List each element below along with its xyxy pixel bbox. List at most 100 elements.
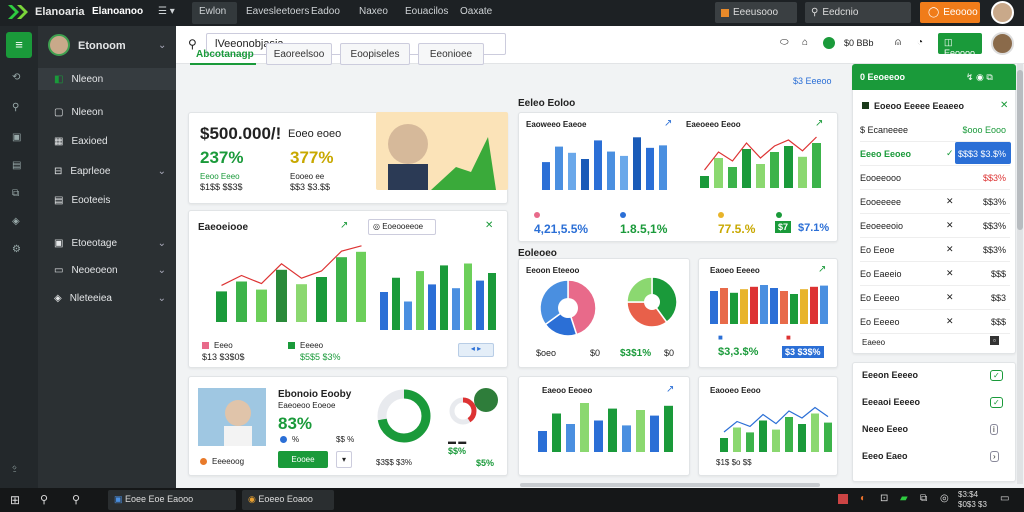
sidebar-item-label: Nleeon [71, 106, 104, 118]
tray-icon[interactable]: ▰ [900, 493, 908, 504]
cart-icon[interactable]: ⬭ [780, 37, 789, 48]
menu-item[interactable]: Oaxate [460, 6, 493, 17]
profile-action-button[interactable]: Eooee [278, 451, 328, 468]
table-row[interactable]: $ Ecaneeee $ooo Eooo [860, 118, 1010, 142]
menu-item[interactable]: Eouacilos [405, 6, 449, 17]
donut-chart [377, 389, 431, 443]
more-button[interactable]: ▾ [336, 451, 352, 468]
clock[interactable]: $3:$4 [958, 490, 979, 499]
search-icon[interactable]: ⚲ [40, 494, 49, 506]
pager-button[interactable]: ◂ ▸ [458, 343, 494, 357]
menu-item[interactable]: Ewlon [199, 6, 227, 17]
upgrade-button[interactable]: ◯ Eeoooo [920, 2, 980, 23]
table-row[interactable]: Eo Eeoe ✕ $$3% [860, 238, 1010, 262]
tab[interactable]: Eeonioee [418, 43, 484, 65]
panel-icons[interactable]: ↯ ◉ ⧉ [966, 72, 993, 82]
check-icon[interactable]: ✓ [990, 397, 1003, 408]
arrow-icon[interactable]: › [990, 451, 999, 462]
table-row[interactable]: Eeeo Eeoeo ✓ $$$3 $3.$% [860, 142, 1010, 166]
taskbar-app[interactable]: ◉ Eoeeo Eoaoo [242, 490, 334, 510]
avatar[interactable] [991, 1, 1014, 24]
filter-dropdown[interactable]: ◎ Eoeooeeoe [368, 219, 436, 235]
link-item[interactable]: Neeo Eeeo [862, 424, 909, 434]
table-row[interactable]: Eo Eeeeo ✕ $$$ [860, 310, 1010, 334]
notifications-icon[interactable]: ▭ [1000, 493, 1010, 504]
sidebar-item[interactable]: ▣ Etoeotage ⌄ [38, 232, 176, 254]
table-row[interactable]: Eo Eaeeio ✕ $$$ [860, 262, 1010, 286]
horizontal-scrollbar[interactable] [520, 483, 820, 487]
profile-icon[interactable]: ⍚ [12, 462, 18, 473]
menu-icon[interactable]: ☰ ▾ [158, 6, 175, 17]
sidebar-item[interactable]: ◧ Nleeon [38, 68, 176, 90]
distribution-badge: $3 $3$% [782, 346, 824, 358]
chevron-down-icon[interactable]: ⌄ [158, 40, 167, 51]
table-row[interactable]: Eooeeooo $$3% [860, 166, 1010, 190]
scrollbar-thumb[interactable] [1017, 70, 1023, 230]
donut-d2: $$% [448, 446, 467, 456]
check-icon[interactable]: ✓ [990, 370, 1003, 381]
date[interactable]: $0$3 $3 [958, 500, 987, 509]
tray-icon[interactable]: ⧉ [920, 493, 928, 504]
account-label[interactable]: Elanoanoo [92, 6, 144, 17]
shield-icon[interactable]: ◈ [12, 216, 20, 227]
panel-footer[interactable]: Eaeeo [862, 338, 886, 347]
distribution-chart [710, 285, 828, 324]
menu-item-active[interactable] [192, 2, 237, 24]
view-link[interactable]: $3 Eeeoo [793, 76, 832, 86]
tray-icon[interactable]: ◐ [860, 493, 867, 504]
coin-value[interactable]: $0 BBb [844, 38, 874, 48]
tab[interactable]: Eaoreelsoo [266, 43, 332, 65]
tab[interactable]: Eoopiseles [340, 43, 410, 65]
hamburger-icon[interactable]: ≡ [6, 32, 32, 58]
link-item[interactable]: Eeeo Eaeo [862, 451, 908, 461]
link-icon[interactable]: ⧉ [12, 188, 20, 199]
info-icon[interactable]: i [990, 424, 998, 435]
sidebar-item[interactable]: ▦ Eaxioed [38, 130, 176, 152]
link-item[interactable]: Eeeaoi Eeeeo [862, 397, 921, 407]
settings-icon[interactable]: ⚙ [12, 244, 21, 255]
search-label: Eedcnio [822, 7, 859, 18]
close-icon[interactable]: ✕ [1000, 100, 1009, 111]
bag-icon[interactable]: ⌂ [802, 37, 809, 48]
windows-icon[interactable]: ⊞ [10, 493, 21, 507]
chart-bar [750, 286, 758, 324]
list-icon[interactable]: ▤ [12, 160, 22, 171]
user-avatar[interactable] [48, 34, 70, 56]
tab-dashboard[interactable]: Abcotanagp [190, 45, 256, 65]
table-row[interactable]: Eo Eeeeo ✕ $$3 [860, 286, 1010, 310]
scrollbar[interactable] [1017, 64, 1023, 484]
sidebar-item[interactable]: ▭ Neoeoeon ⌄ [38, 259, 176, 281]
brand[interactable]: Elanoaria [8, 4, 85, 20]
share-icon[interactable]: ⟲ [12, 72, 21, 83]
document-icon[interactable]: ▣ [12, 132, 22, 143]
notification-button[interactable]: Eeeusooo [715, 2, 797, 23]
menu-item[interactable]: Eadoo [311, 6, 340, 17]
sidebar-item[interactable]: ◈ Nleteeiea ⌄ [38, 287, 176, 309]
link-item[interactable]: Eeeon Eeeeo [862, 370, 919, 380]
menu-item[interactable]: Eavesleetoers [246, 6, 310, 17]
bell-icon[interactable]: ◔ [917, 37, 924, 48]
search-icon[interactable]: ⚲ [72, 494, 81, 506]
tray-icon[interactable]: ◎ [940, 493, 949, 504]
search-button[interactable]: ⚲ Eedcnio [805, 2, 911, 23]
tray-icon[interactable] [838, 494, 848, 504]
taskbar-app[interactable]: ▣ Eoee Eoe Eaooo [108, 490, 236, 510]
tray-icon[interactable]: ⊡ [880, 493, 889, 504]
search-icon[interactable]: ⚲ [12, 102, 20, 113]
table-row[interactable]: Eeoeeeoio ✕ $$3% [860, 214, 1010, 238]
avatar[interactable] [991, 32, 1014, 55]
apps-button[interactable]: ◫ Eeoooo [938, 33, 982, 58]
sidebar-item[interactable]: ▤ Eooteeis [38, 189, 176, 211]
close-icon[interactable]: ✕ [485, 220, 494, 231]
chart-bar [566, 424, 575, 452]
menu-item[interactable]: Naxeo [359, 6, 388, 17]
bulb-icon[interactable]: ⍝ [895, 37, 901, 48]
sales-title: Eaeoeeo Eeoo [686, 120, 741, 129]
pie-chart [539, 279, 597, 337]
user-name[interactable]: Etonoom [78, 40, 126, 52]
row-status-icon: ✕ [946, 220, 954, 230]
table-row[interactable]: Eooeeeee ✕ $$3% [860, 190, 1010, 214]
page-button[interactable]: ▫ [990, 336, 999, 345]
sidebar-item[interactable]: ⊟ Eaprleoe ⌄ [38, 160, 176, 182]
sidebar-item[interactable]: ▢ Nleeon [38, 101, 176, 123]
